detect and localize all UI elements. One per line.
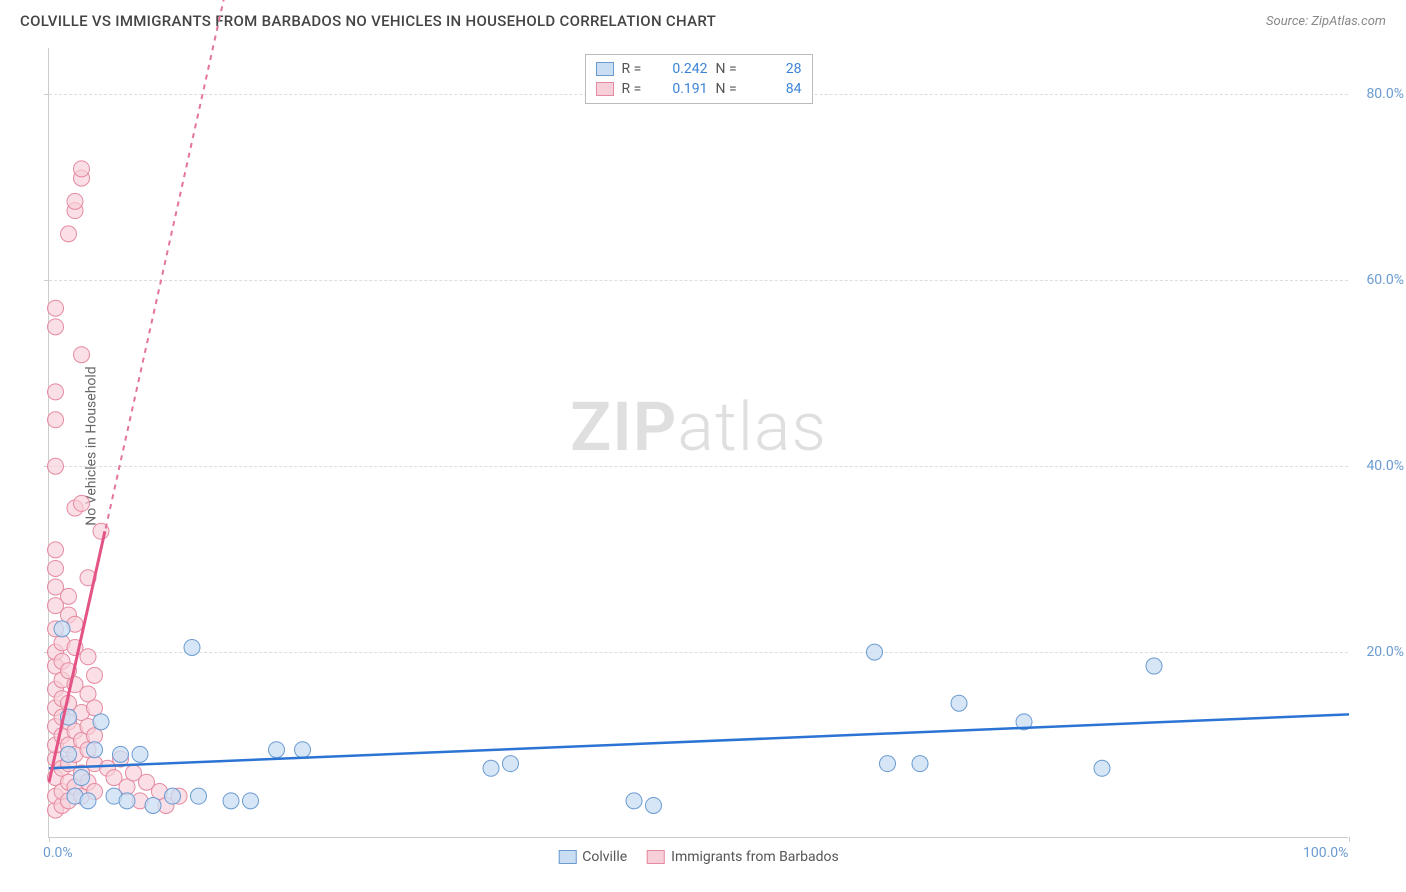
x-tick-label: 100.0% — [1303, 845, 1348, 861]
y-tick-label: 40.0% — [1366, 458, 1404, 474]
y-tick-label: 20.0% — [1366, 644, 1404, 660]
data-point — [67, 193, 83, 209]
data-point — [113, 746, 129, 762]
series-legend: Colville Immigrants from Barbados — [558, 849, 839, 865]
data-point — [74, 495, 90, 511]
scatter-plot-svg — [49, 48, 1348, 837]
data-point — [295, 742, 311, 758]
data-point — [184, 639, 200, 655]
data-point — [61, 746, 77, 762]
data-point — [61, 226, 77, 242]
correlation-legend: R = 0.242 N = 28 R = 0.191 N = 84 — [585, 54, 813, 104]
data-point — [48, 542, 64, 558]
data-point — [48, 560, 64, 576]
y-tick-label: 60.0% — [1366, 272, 1404, 288]
data-point — [951, 695, 967, 711]
data-point — [912, 756, 928, 772]
data-point — [48, 319, 64, 335]
data-point — [54, 621, 70, 637]
data-point — [48, 300, 64, 316]
data-point — [880, 756, 896, 772]
r-label: R = — [622, 81, 650, 97]
data-point — [1094, 760, 1110, 776]
chart-header: COLVILLE VS IMMIGRANTS FROM BARBADOS NO … — [0, 0, 1406, 38]
legend-swatch — [647, 850, 665, 864]
data-point — [867, 644, 883, 660]
n-label: N = — [716, 61, 744, 77]
legend-swatch — [558, 850, 576, 864]
legend-label: Colville — [582, 849, 627, 865]
data-point — [132, 746, 148, 762]
data-point — [87, 667, 103, 683]
data-point — [503, 756, 519, 772]
trend-line — [49, 0, 244, 782]
data-point — [48, 412, 64, 428]
data-point — [223, 793, 239, 809]
legend-row: R = 0.191 N = 84 — [596, 79, 802, 99]
x-tick-label: 0.0% — [43, 845, 73, 861]
data-point — [243, 793, 259, 809]
data-point — [119, 793, 135, 809]
data-point — [191, 788, 207, 804]
chart-title: COLVILLE VS IMMIGRANTS FROM BARBADOS NO … — [20, 12, 716, 30]
data-point — [626, 793, 642, 809]
data-point — [483, 760, 499, 776]
y-tick-label: 80.0% — [1366, 86, 1404, 102]
data-point — [1146, 658, 1162, 674]
r-value: 0.242 — [658, 61, 708, 77]
legend-label: Immigrants from Barbados — [671, 849, 839, 865]
chart-plot-area: 20.0%40.0%60.0%80.0% ZIPatlas R =0.242N … — [48, 48, 1348, 838]
legend-item: Immigrants from Barbados — [647, 849, 839, 865]
trend-line — [49, 714, 1349, 768]
data-point — [93, 714, 109, 730]
data-point — [74, 770, 90, 786]
data-point — [48, 458, 64, 474]
source-attribution: Source: ZipAtlas.com — [1266, 14, 1386, 29]
legend-swatch — [596, 82, 614, 96]
data-point — [646, 797, 662, 813]
data-point — [269, 742, 285, 758]
n-value: 28 — [752, 61, 802, 77]
data-point — [145, 797, 161, 813]
data-point — [87, 742, 103, 758]
data-point — [80, 649, 96, 665]
data-point — [48, 384, 64, 400]
n-label: N = — [716, 81, 744, 97]
r-value: 0.191 — [658, 81, 708, 97]
data-point — [74, 161, 90, 177]
data-point — [74, 347, 90, 363]
n-value: 84 — [752, 81, 802, 97]
legend-row: R = 0.242 N = 28 — [596, 59, 802, 79]
legend-item: Colville — [558, 849, 627, 865]
data-point — [165, 788, 181, 804]
r-label: R = — [622, 61, 650, 77]
data-point — [80, 793, 96, 809]
legend-swatch — [596, 62, 614, 76]
data-point — [61, 588, 77, 604]
